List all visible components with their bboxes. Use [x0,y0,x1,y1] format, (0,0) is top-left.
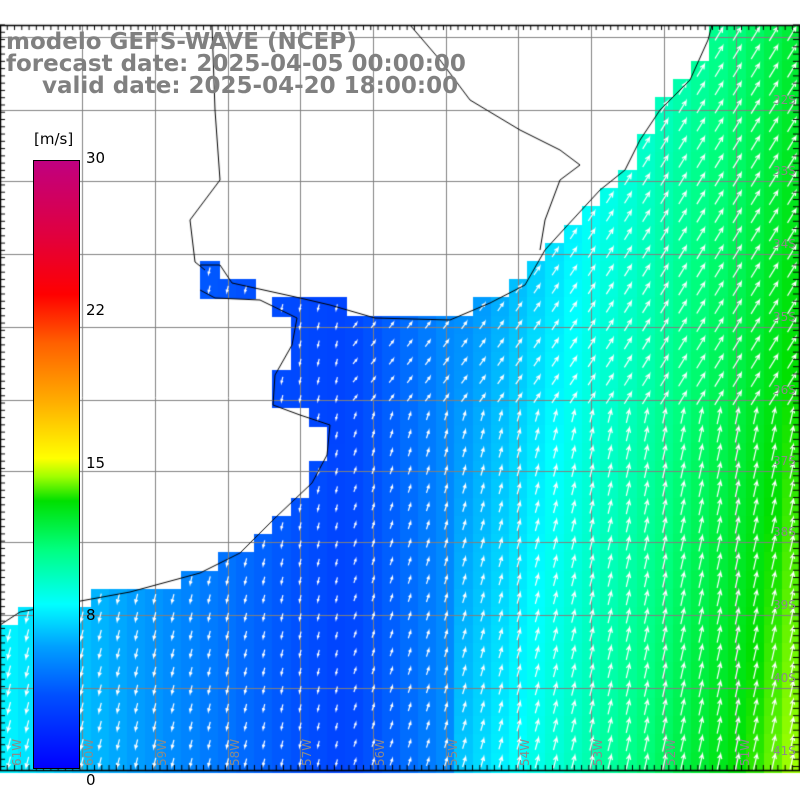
longitude-label: 60W [82,738,96,766]
longitude-label: 52W [664,738,678,766]
longitude-label: 59W [155,738,169,766]
longitude-label: 61W [10,738,24,766]
longitude-label: 51W [738,738,752,766]
colorbar-tick: 22 [86,301,106,319]
colorbar-tick: 15 [86,454,106,472]
latitude-label: 40S [773,671,796,685]
valid-date: valid date: 2025-04-20 18:00:00 [42,73,459,99]
longitude-label: 58W [228,738,242,766]
colorbar-tick: 30 [86,149,106,167]
colorbar-tick: 0 [86,771,96,789]
colorbar [33,160,80,769]
colorbar-unit: [m/s] [34,130,74,148]
longitude-label: 57W [300,738,314,766]
colorbar-tick: 8 [86,606,96,624]
longitude-label: 53W [591,738,605,766]
latitude-label: 34S [773,237,796,251]
latitude-label: 38S [773,525,796,539]
longitude-label: 54W [518,738,532,766]
latitude-label: 36S [773,383,796,397]
latitude-label: 35S [773,310,796,324]
latitude-label: 41S [773,744,796,758]
forecast-date: forecast date: 2025-04-05 00:00:00 [6,51,466,77]
latitude-label: 32S [773,93,796,107]
model-title: modelo GEFS-WAVE (NCEP) [6,29,357,55]
latitude-label: 39S [773,598,796,612]
longitude-label: 55W [446,738,460,766]
latitude-label: 33S [773,164,796,178]
latitude-label: 37S [773,454,796,468]
longitude-label: 56W [373,738,387,766]
